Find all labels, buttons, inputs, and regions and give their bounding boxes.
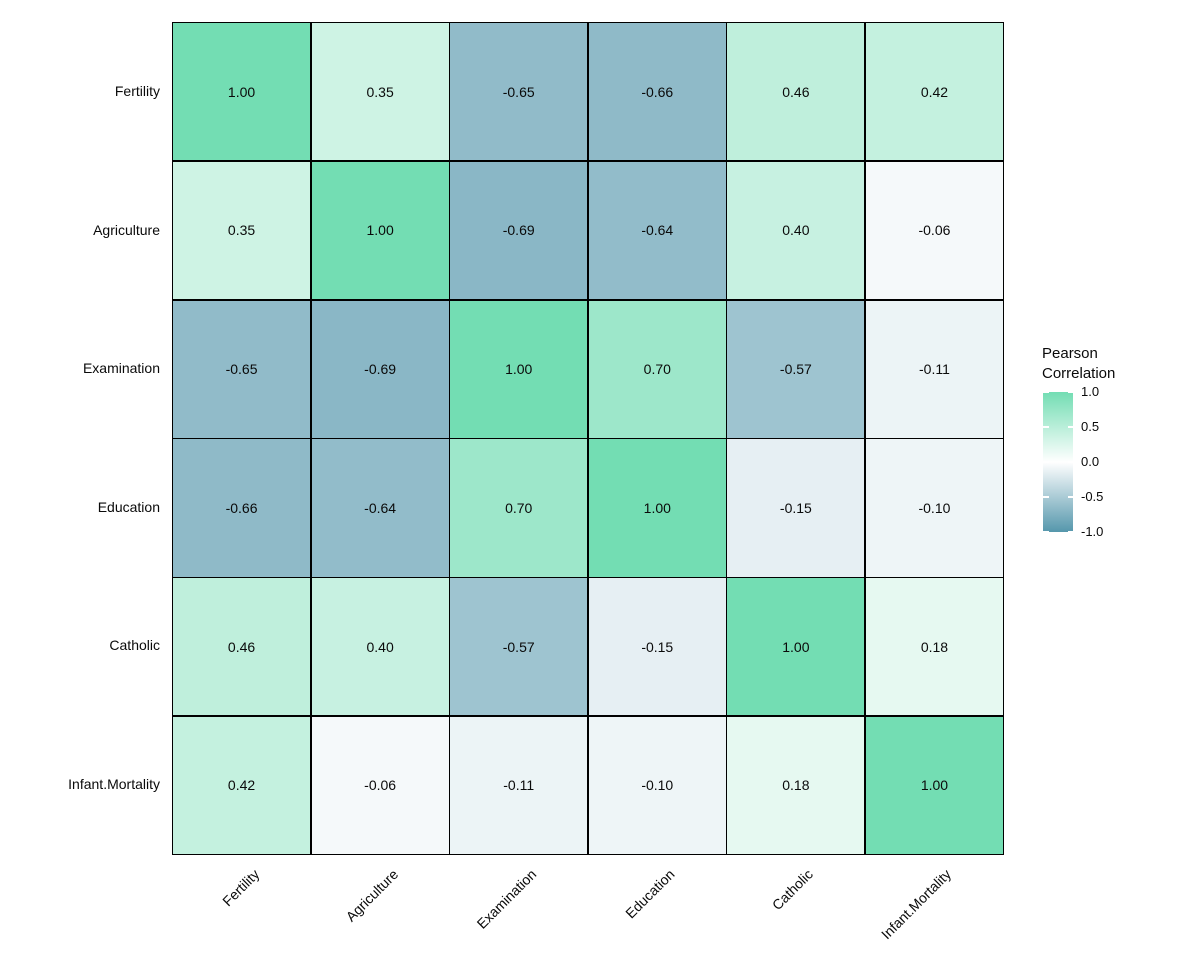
legend-tick-mark [1067, 530, 1073, 532]
legend-tick-label: 1.0 [1081, 384, 1100, 399]
heatmap-cell-fertility-education: -0.66 [588, 23, 726, 161]
heatmap-cell-infant.mortality-education: -0.10 [588, 716, 726, 854]
legend-tick-mark [1043, 426, 1049, 428]
legend-title: Pearson Correlation [1042, 345, 1116, 382]
legend-tick-label: -1.0 [1081, 524, 1104, 539]
heatmap-cell-fertility-infant.mortality: 0.42 [865, 23, 1003, 161]
y-axis-label-fertility: Fertility [114, 83, 160, 100]
heatmap-cell-agriculture-infant.mortality: -0.06 [865, 161, 1003, 299]
heatmap-cell-infant.mortality-agriculture: -0.06 [311, 716, 449, 854]
legend-tick-mark [1043, 530, 1049, 532]
heatmap-cell-agriculture-fertility: 0.35 [173, 161, 311, 299]
heatmap-cell-education-examination: 0.70 [450, 439, 588, 577]
legend-tick-mark [1067, 461, 1073, 463]
y-axis-label-catholic: Catholic [109, 637, 160, 654]
heatmap-cell-examination-catholic: -0.57 [727, 300, 865, 438]
heatmap-cell-education-fertility: -0.66 [173, 439, 311, 577]
heatmap-cell-examination-examination: 1.00 [450, 300, 588, 438]
legend-tick-mark [1043, 496, 1049, 498]
legend-tick-mark [1043, 392, 1049, 394]
heatmap-cell-catholic-education: -0.15 [588, 578, 726, 716]
y-axis-label-education: Education [97, 498, 160, 515]
legend-tick-label: -0.5 [1081, 489, 1104, 504]
heatmap-cell-agriculture-examination: -0.69 [450, 161, 588, 299]
heatmap-cell-infant.mortality-examination: -0.11 [450, 716, 588, 854]
heatmap-cell-examination-fertility: -0.65 [173, 300, 311, 438]
legend-tick-mark [1067, 392, 1073, 394]
heatmap-cell-infant.mortality-catholic: 0.18 [727, 716, 865, 854]
heatmap-cell-catholic-examination: -0.57 [450, 578, 588, 716]
heatmap-cell-education-infant.mortality: -0.10 [865, 439, 1003, 577]
heatmap-cell-examination-infant.mortality: -0.11 [865, 300, 1003, 438]
heatmap-cell-education-agriculture: -0.64 [311, 439, 449, 577]
legend-tick-label: 0.0 [1081, 454, 1100, 469]
legend-tick-label: 0.5 [1081, 419, 1100, 434]
x-axis-label-examination: Examination [473, 866, 540, 932]
heatmap-cell-catholic-catholic: 1.00 [727, 578, 865, 716]
heatmap-cell-agriculture-agriculture: 1.00 [311, 161, 449, 299]
y-axis-label-examination: Examination [82, 360, 160, 377]
heatmap-cell-fertility-catholic: 0.46 [727, 23, 865, 161]
heatmap-cell-fertility-fertility: 1.00 [173, 23, 311, 161]
heatmap-grid: 1.00 0.35 -0.65 -0.66 0.46 0.42 0.35 1.00 -0.69-… [172, 22, 1004, 855]
x-axis-label-infant.mortality: Infant.Mortality [877, 866, 955, 943]
heatmap-cell-fertility-examination: -0.65 [450, 23, 588, 161]
heatmap-cell-catholic-infant.mortality: 0.18 [865, 578, 1003, 716]
heatmap-cell-infant.mortality-infant.mortality: 1.00 [865, 716, 1003, 854]
heatmap-cell-examination-education: 0.70 [588, 300, 726, 438]
heatmap-cell-agriculture-catholic: 0.40 [727, 161, 865, 299]
heatmap-cell-fertility-agriculture: 0.35 [311, 23, 449, 161]
heatmap-cell-agriculture-education: -0.64 [588, 161, 726, 299]
heatmap-cell-education-education: 1.00 [588, 439, 726, 577]
x-axis-label-education: Education [622, 866, 678, 922]
heatmap-cell-examination-agriculture: -0.69 [311, 300, 449, 438]
x-axis-label-agriculture: Agriculture [342, 866, 401, 925]
x-axis-label-fertility: Fertility [219, 866, 263, 910]
heatmap-cell-catholic-fertility: 0.46 [173, 578, 311, 716]
legend-tick-mark [1043, 461, 1049, 463]
heatmap-cell-catholic-agriculture: 0.40 [311, 578, 449, 716]
x-axis-label-catholic: Catholic [768, 866, 816, 914]
heatmap-cell-education-catholic: -0.15 [727, 439, 865, 577]
y-axis-label-infant.mortality: Infant.Mortality [68, 775, 160, 792]
heatmap-cell-infant.mortality-fertility: 0.42 [173, 716, 311, 854]
legend-tick-mark [1067, 426, 1073, 428]
legend-tick-mark [1067, 496, 1073, 498]
y-axis-label-agriculture: Agriculture [93, 221, 160, 238]
